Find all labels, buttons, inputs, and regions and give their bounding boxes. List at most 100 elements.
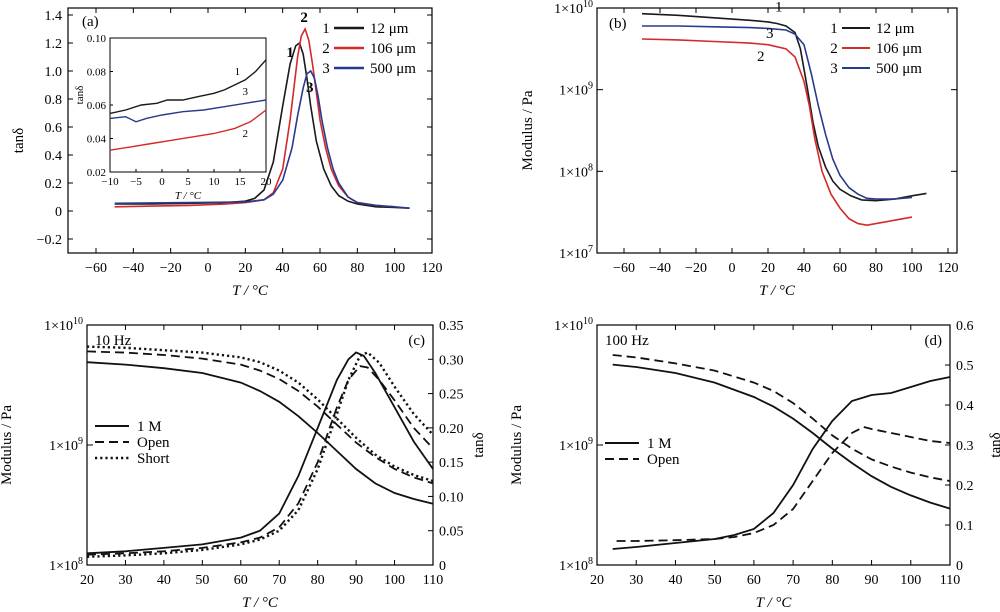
legend-number: 2 bbox=[322, 41, 330, 57]
x-tick-label: 40 bbox=[668, 573, 682, 588]
y2-tick-label: 0 bbox=[439, 559, 446, 574]
x-tick-label: 0 bbox=[729, 261, 736, 276]
y2-tick-label: 0.25 bbox=[439, 388, 464, 403]
y2-tick-label: 0.05 bbox=[439, 525, 464, 540]
series-line bbox=[641, 38, 913, 227]
y2-tick-label: 0.2 bbox=[956, 479, 974, 494]
x-tick-label: 0 bbox=[205, 261, 212, 276]
y-tick-label: 1×1010 bbox=[44, 316, 83, 334]
x-tick-label: 100 bbox=[902, 261, 923, 276]
legend-number: 3 bbox=[322, 61, 330, 77]
inset-x-tick-label: 10 bbox=[209, 176, 221, 188]
y2-tick-label: 0.3 bbox=[956, 439, 974, 454]
x-tick-label: −20 bbox=[685, 261, 707, 276]
y2-axis-label: tanδ bbox=[471, 432, 487, 457]
x-tick-label: 60 bbox=[313, 261, 327, 276]
legend-label: 1 M bbox=[137, 419, 162, 435]
y-tick-label: 1×1010 bbox=[554, 316, 593, 334]
y-tick-label: 0.4 bbox=[45, 149, 63, 164]
inset-y-axis-label: tanδ bbox=[74, 86, 86, 105]
y-tick-label: 1×107 bbox=[559, 244, 593, 262]
x-axis-label: T / °C bbox=[756, 595, 793, 611]
y2-tick-label: 0.35 bbox=[439, 319, 464, 334]
inset-x-tick-label: 20 bbox=[261, 176, 273, 188]
legend-label: 12 μm bbox=[370, 21, 409, 37]
x-tick-label: 40 bbox=[157, 573, 171, 588]
inset-series-line bbox=[109, 99, 267, 123]
y2-axis-label: tanδ bbox=[988, 432, 1000, 457]
y-tick-label: 1×109 bbox=[559, 436, 593, 454]
x-tick-label: 80 bbox=[825, 573, 839, 588]
x-tick-label: −60 bbox=[85, 261, 107, 276]
x-tick-label: 100 bbox=[384, 573, 405, 588]
x-tick-label: 60 bbox=[833, 261, 847, 276]
x-tick-label: 50 bbox=[195, 573, 209, 588]
chart-title: 10 Hz bbox=[95, 333, 132, 349]
curve-label: 2 bbox=[757, 49, 765, 65]
inset-curve-label: 1 bbox=[235, 66, 241, 78]
x-tick-label: 20 bbox=[761, 261, 775, 276]
legend-number: 1 bbox=[322, 21, 330, 37]
x-tick-label: 120 bbox=[938, 261, 959, 276]
x-tick-label: 110 bbox=[940, 573, 960, 588]
inset-series-line bbox=[109, 59, 267, 115]
series-line bbox=[114, 26, 395, 208]
y-tick-label: 0.2 bbox=[45, 177, 63, 192]
legend-number: 3 bbox=[830, 61, 838, 77]
series-line bbox=[616, 426, 951, 542]
legend-label: 106 μm bbox=[370, 41, 416, 57]
x-tick-label: 90 bbox=[349, 573, 363, 588]
curve-label: 2 bbox=[300, 10, 308, 26]
x-tick-label: 60 bbox=[747, 573, 761, 588]
x-tick-label: 60 bbox=[234, 573, 248, 588]
y-axis-label: tanδ bbox=[11, 128, 27, 153]
panel-d: 20 30 40 50 60 70 80 90 100 110 1×108 1×109 1×1010 0 0… bbox=[509, 316, 1000, 611]
y2-tick-label: 0.6 bbox=[956, 319, 974, 334]
y2-tick-label: 0.20 bbox=[439, 422, 464, 437]
x-tick-label: 80 bbox=[350, 261, 364, 276]
legend-label: Open bbox=[137, 435, 170, 451]
series-line bbox=[114, 69, 410, 209]
chart-title: 100 Hz bbox=[605, 333, 649, 349]
x-axis-label: T / °C bbox=[759, 283, 796, 299]
x-tick-label: 70 bbox=[272, 573, 286, 588]
inset-x-tick-label: 0 bbox=[159, 176, 165, 188]
inset-x-tick-label: −5 bbox=[130, 176, 142, 188]
x-tick-label: 50 bbox=[708, 573, 722, 588]
inset-x-tick-label: 15 bbox=[235, 176, 247, 188]
y-axis-label: Modulus / Pa bbox=[520, 90, 536, 170]
x-tick-label: 20 bbox=[238, 261, 252, 276]
y2-tick-label: 0.15 bbox=[439, 456, 464, 471]
series-line bbox=[86, 361, 434, 505]
legend-label: 106 μm bbox=[876, 41, 922, 57]
y2-tick-label: 0.10 bbox=[439, 490, 464, 505]
inset-y-tick-label: 0.08 bbox=[87, 67, 107, 79]
y-tick-label: 1×1010 bbox=[554, 0, 593, 17]
x-tick-label: 90 bbox=[865, 573, 879, 588]
series-line bbox=[642, 25, 913, 200]
x-tick-label: −20 bbox=[160, 261, 182, 276]
y-tick-label: 1×108 bbox=[49, 556, 83, 574]
panel-label: (b) bbox=[609, 16, 627, 32]
inset-x-tick-label: 5 bbox=[185, 176, 191, 188]
inset-y-tick-label: 0.10 bbox=[87, 33, 107, 45]
panel-c: 20 30 40 50 60 70 80 90 100 110 1×108 1×109 1×1010 0 0… bbox=[0, 316, 487, 611]
panel-label: (c) bbox=[408, 333, 425, 349]
x-tick-label: 40 bbox=[276, 261, 290, 276]
y-tick-label: −0.2 bbox=[37, 233, 62, 248]
inset-frame bbox=[109, 37, 267, 173]
inset-curve-label: 2 bbox=[242, 128, 248, 140]
curve-label: 1 bbox=[775, 0, 783, 15]
y-tick-label: 1.2 bbox=[45, 37, 63, 52]
x-tick-label: −60 bbox=[613, 261, 635, 276]
inset-x-tick-label: −10 bbox=[101, 176, 119, 188]
legend-label: Open bbox=[647, 452, 680, 468]
panel-label: (a) bbox=[82, 14, 99, 30]
legend-label: 500 μm bbox=[876, 61, 922, 77]
y-tick-label: 1×108 bbox=[559, 162, 593, 180]
plot-frame bbox=[67, 7, 433, 254]
y-tick-label: 1×108 bbox=[559, 556, 593, 574]
y-tick-label: 1.0 bbox=[45, 65, 63, 80]
y-axis-label: Modulus / Pa bbox=[0, 405, 15, 485]
legend-number: 2 bbox=[830, 41, 838, 57]
